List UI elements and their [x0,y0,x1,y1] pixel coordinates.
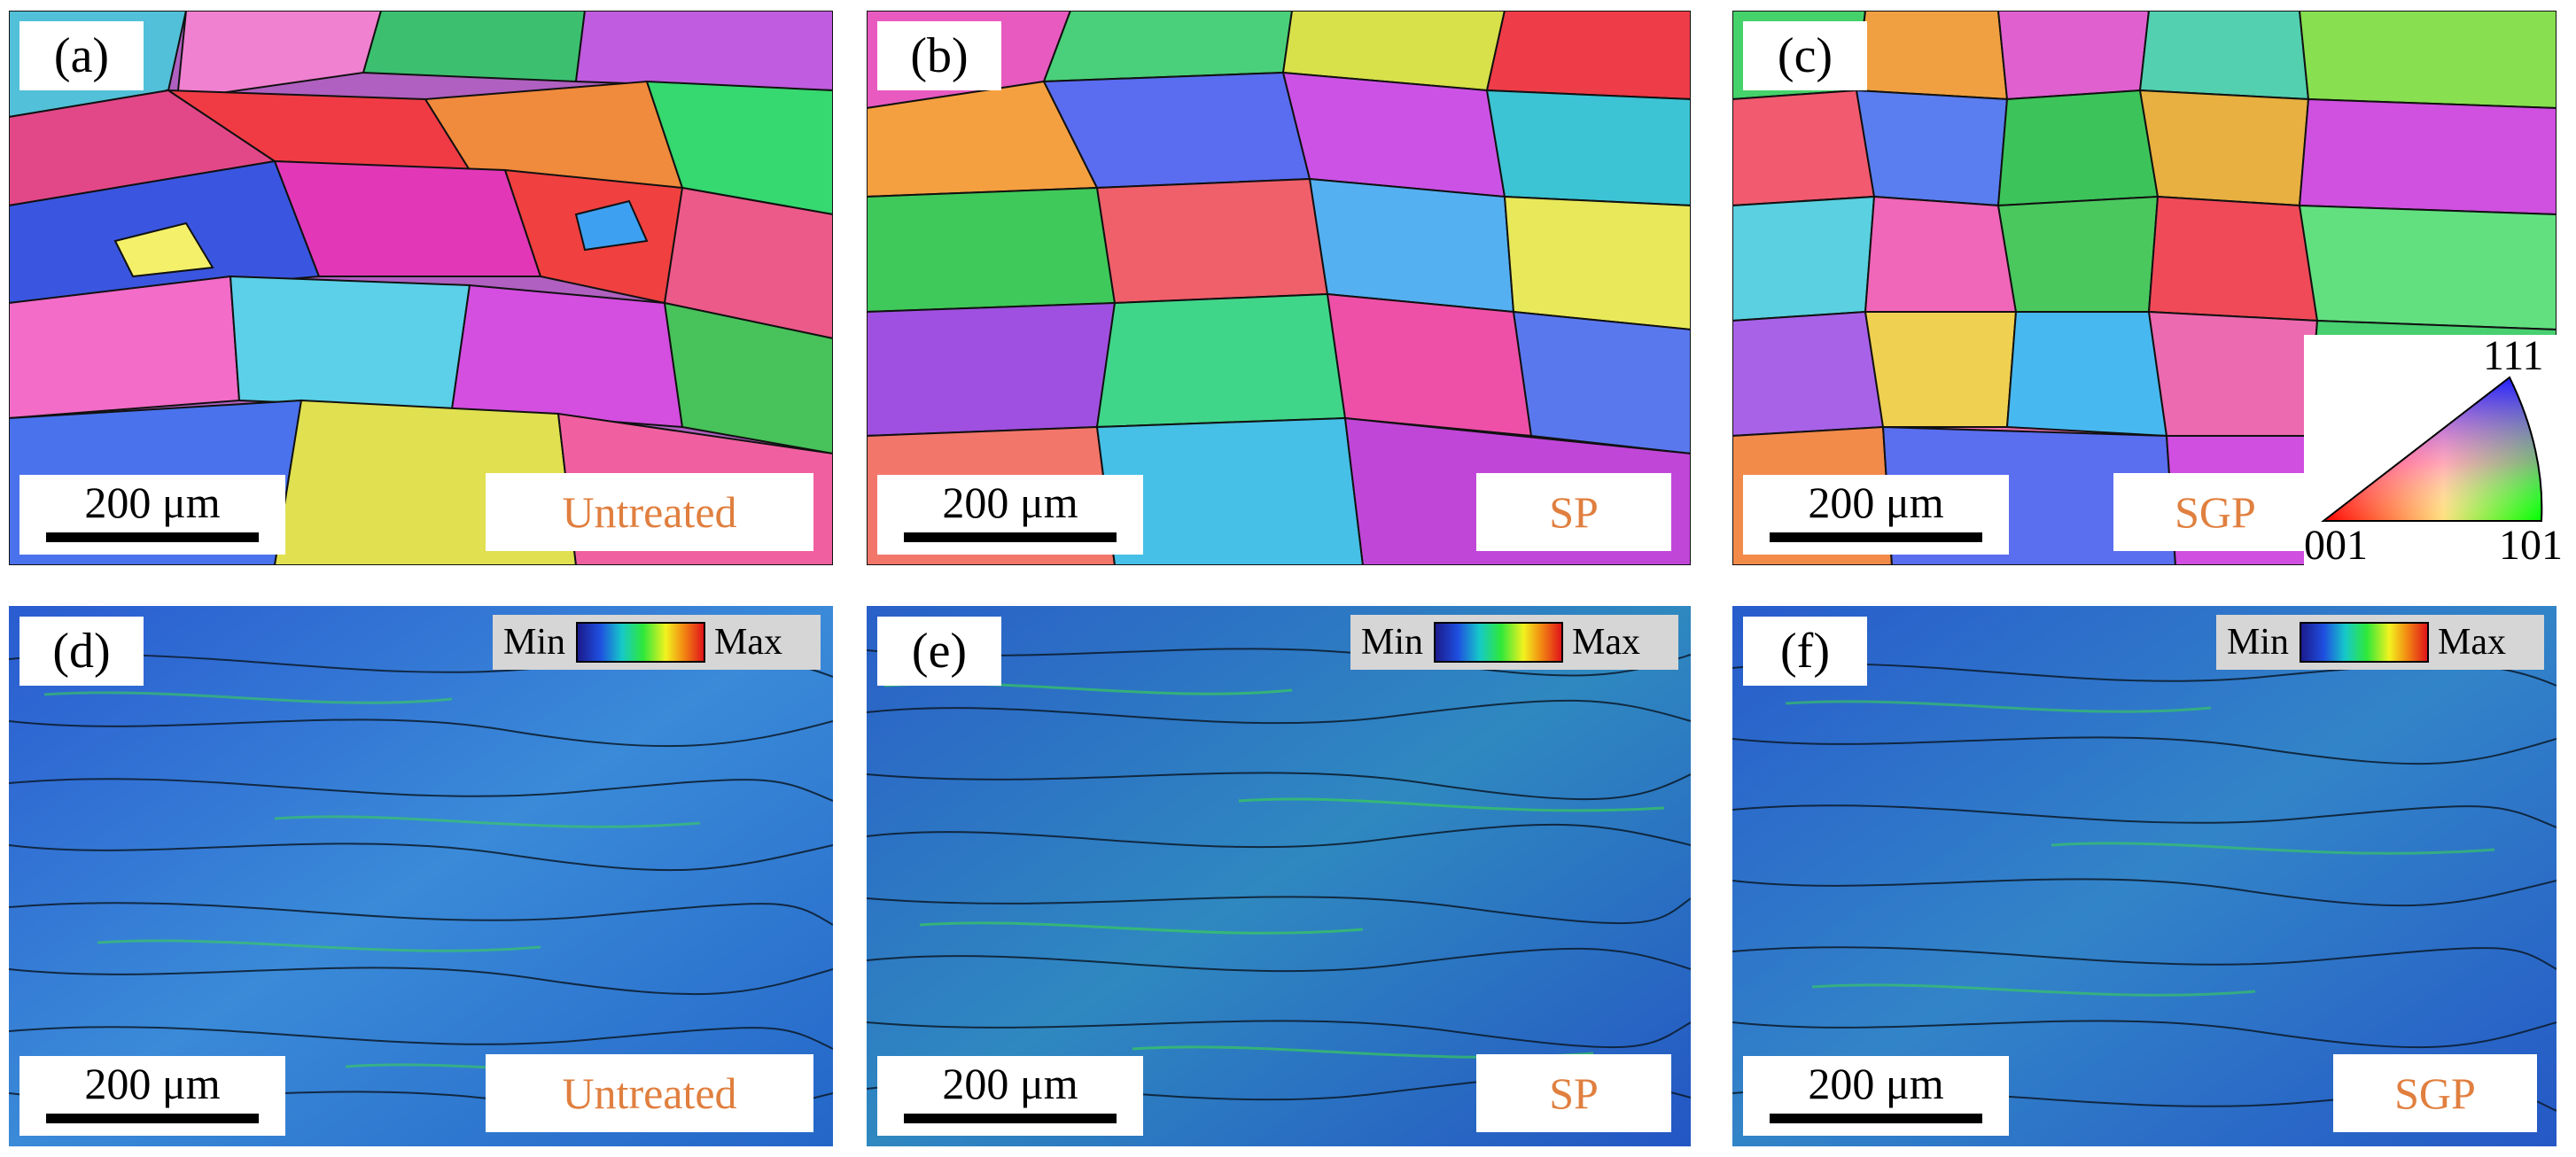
panel-label: (a) [19,21,144,90]
condition-label: SP [1476,473,1671,551]
legend-max-label: Max [714,622,783,663]
color-legend: Min Max [2216,615,2544,670]
scale-line [46,1114,259,1123]
panel-c: (c) 200 μm SGP [1732,11,2557,565]
scale-line [1770,1114,1982,1123]
legend-min-label: Min [1361,622,1424,663]
ipf-label-001: 001 [2304,522,2368,569]
ipf-triangle [2321,376,2543,522]
panel-e: (e) Min Max 200 μm SP [867,606,1691,1146]
panel-f: (f) Min Max 200 μm SGP [1732,606,2557,1146]
color-legend: Min Max [493,615,821,670]
panel-label: (f) [1743,617,1867,686]
scale-line [1770,532,1982,542]
legend-colorbar [576,622,706,663]
scale-label: 200 μm [1808,1059,1944,1108]
panel-b: (b) 200 μm SP [867,11,1691,565]
scale-line [46,532,259,542]
condition-label: SGP [2113,473,2317,551]
panel-a: (a) 200 μm Untreated [9,11,833,565]
legend-min-label: Min [2227,622,2290,663]
scale-label: 200 μm [84,478,221,527]
panel-label: (c) [1743,21,1867,90]
ipf-color-key: 111 001 101 [2304,332,2570,569]
color-legend: Min Max [1350,615,1678,670]
scale-line [904,532,1117,542]
scale-bar: 200 μm [1743,1056,2009,1136]
scale-bar: 200 μm [19,1056,285,1136]
legend-min-label: Min [503,622,566,663]
panel-label: (b) [877,21,1001,90]
panel-d: (d) Min Max 200 μm Untreated [9,606,833,1146]
legend-max-label: Max [2438,622,2507,663]
panel-label: (d) [19,617,144,686]
scale-label: 200 μm [1808,478,1944,527]
orientation-map-sgp [1732,11,2557,565]
legend-colorbar [2300,622,2430,663]
condition-label: SGP [2333,1054,2537,1132]
scale-bar: 200 μm [19,475,285,555]
ipf-label-111: 111 [2483,332,2544,379]
scale-line [904,1114,1117,1123]
legend-colorbar [1434,622,1564,663]
panel-label: (e) [877,617,1001,686]
scale-bar: 200 μm [1743,475,2009,555]
ipf-label-101: 101 [2499,522,2563,569]
scale-label: 200 μm [84,1059,221,1108]
scale-label: 200 μm [942,1059,1078,1108]
scale-bar: 200 μm [877,1056,1143,1136]
legend-max-label: Max [1572,622,1641,663]
condition-label: SP [1476,1054,1671,1132]
scale-label: 200 μm [942,478,1078,527]
condition-label: Untreated [486,473,813,551]
condition-label: Untreated [486,1054,813,1132]
scale-bar: 200 μm [877,475,1143,555]
